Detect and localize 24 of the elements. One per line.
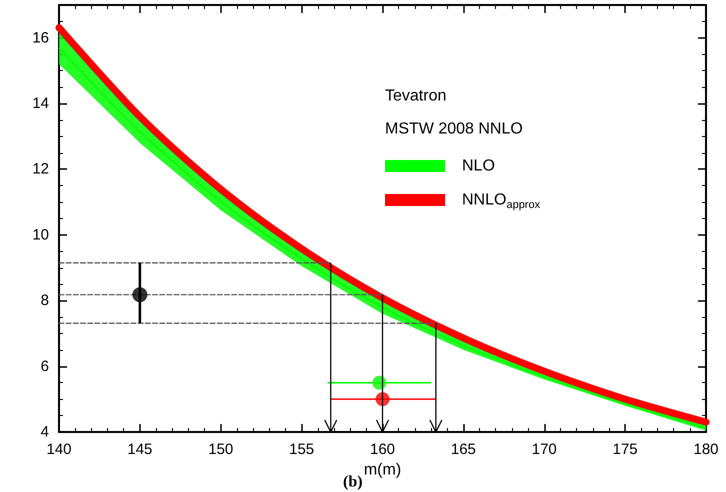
x-tick-label: 180	[693, 441, 719, 458]
x-tick-label: 140	[46, 441, 72, 458]
x-tick-label: 160	[370, 441, 396, 458]
annotation: MSTW 2008 NNLO	[385, 120, 523, 138]
y-tick-label: 6	[40, 358, 49, 375]
x-tick-label: 175	[612, 441, 638, 458]
legend-label: NLO	[462, 158, 495, 174]
text: (b)	[343, 474, 363, 490]
point	[372, 376, 386, 390]
x-axis-title: m(m)	[364, 462, 402, 478]
annotation: Tevatron	[385, 88, 446, 104]
y-tick-label: 14	[32, 95, 49, 112]
y-tick-label: 10	[32, 226, 49, 244]
x-tick-label: 170	[532, 441, 557, 458]
y-tick-label: 16	[32, 29, 49, 46]
x-tick-label: 165	[450, 441, 476, 458]
point	[132, 287, 148, 302]
x-tick-label: 145	[127, 441, 152, 458]
y-tick-label: 12	[32, 160, 49, 178]
point	[376, 392, 390, 406]
y-tick-label: 8	[40, 292, 49, 310]
y-tick-label: 4	[40, 424, 49, 440]
x-tick-label: 155	[289, 441, 314, 458]
x-tick-label: 150	[208, 441, 234, 458]
